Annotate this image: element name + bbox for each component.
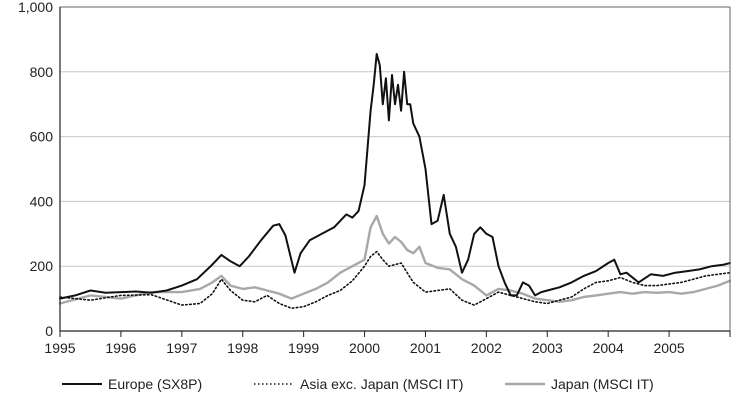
series-line-japan-msci-it bbox=[58, 214, 732, 305]
y-tick-label: 400 bbox=[30, 193, 54, 209]
y-tick-label: 200 bbox=[30, 258, 54, 274]
series-line-europe-sx8p bbox=[59, 53, 731, 300]
x-tick-label: 1995 bbox=[44, 340, 75, 356]
y-tick-label: 800 bbox=[30, 64, 54, 80]
y-tick-label: 1,000 bbox=[18, 0, 53, 15]
series-lines bbox=[58, 53, 732, 310]
x-tick-label: 2004 bbox=[593, 340, 624, 356]
tick-labels: 0 200 400 600 800 1,000 1995 1996 1997 1998 1999 20… bbox=[18, 0, 685, 356]
x-tick-label: 1999 bbox=[288, 340, 319, 356]
legend-label: Asia exc. Japan (MSCI IT) bbox=[300, 376, 463, 392]
x-tick-label: 2005 bbox=[654, 340, 685, 356]
y-tick-label: 0 bbox=[45, 323, 53, 339]
legend-label: Europe (SX8P) bbox=[108, 376, 202, 392]
axes bbox=[59, 6, 731, 337]
legend-label: Japan (MSCI IT) bbox=[551, 376, 654, 392]
x-tick-label: 2001 bbox=[410, 340, 441, 356]
plot-frame bbox=[59, 6, 731, 332]
gridlines bbox=[60, 6, 730, 267]
x-tick-label: 2000 bbox=[349, 340, 380, 356]
series-line-asia-exc-japan-msci-it bbox=[59, 250, 731, 310]
legend: Europe (SX8P) Asia exc. Japan (MSCI IT) Ja… bbox=[62, 376, 654, 392]
x-tick-label: 1998 bbox=[227, 340, 258, 356]
x-tick-label: 2002 bbox=[471, 340, 502, 356]
x-tick-label: 1996 bbox=[105, 340, 136, 356]
x-tick-label: 1997 bbox=[166, 340, 197, 356]
x-tick-label: 2003 bbox=[532, 340, 563, 356]
y-tick-label: 600 bbox=[30, 129, 54, 145]
